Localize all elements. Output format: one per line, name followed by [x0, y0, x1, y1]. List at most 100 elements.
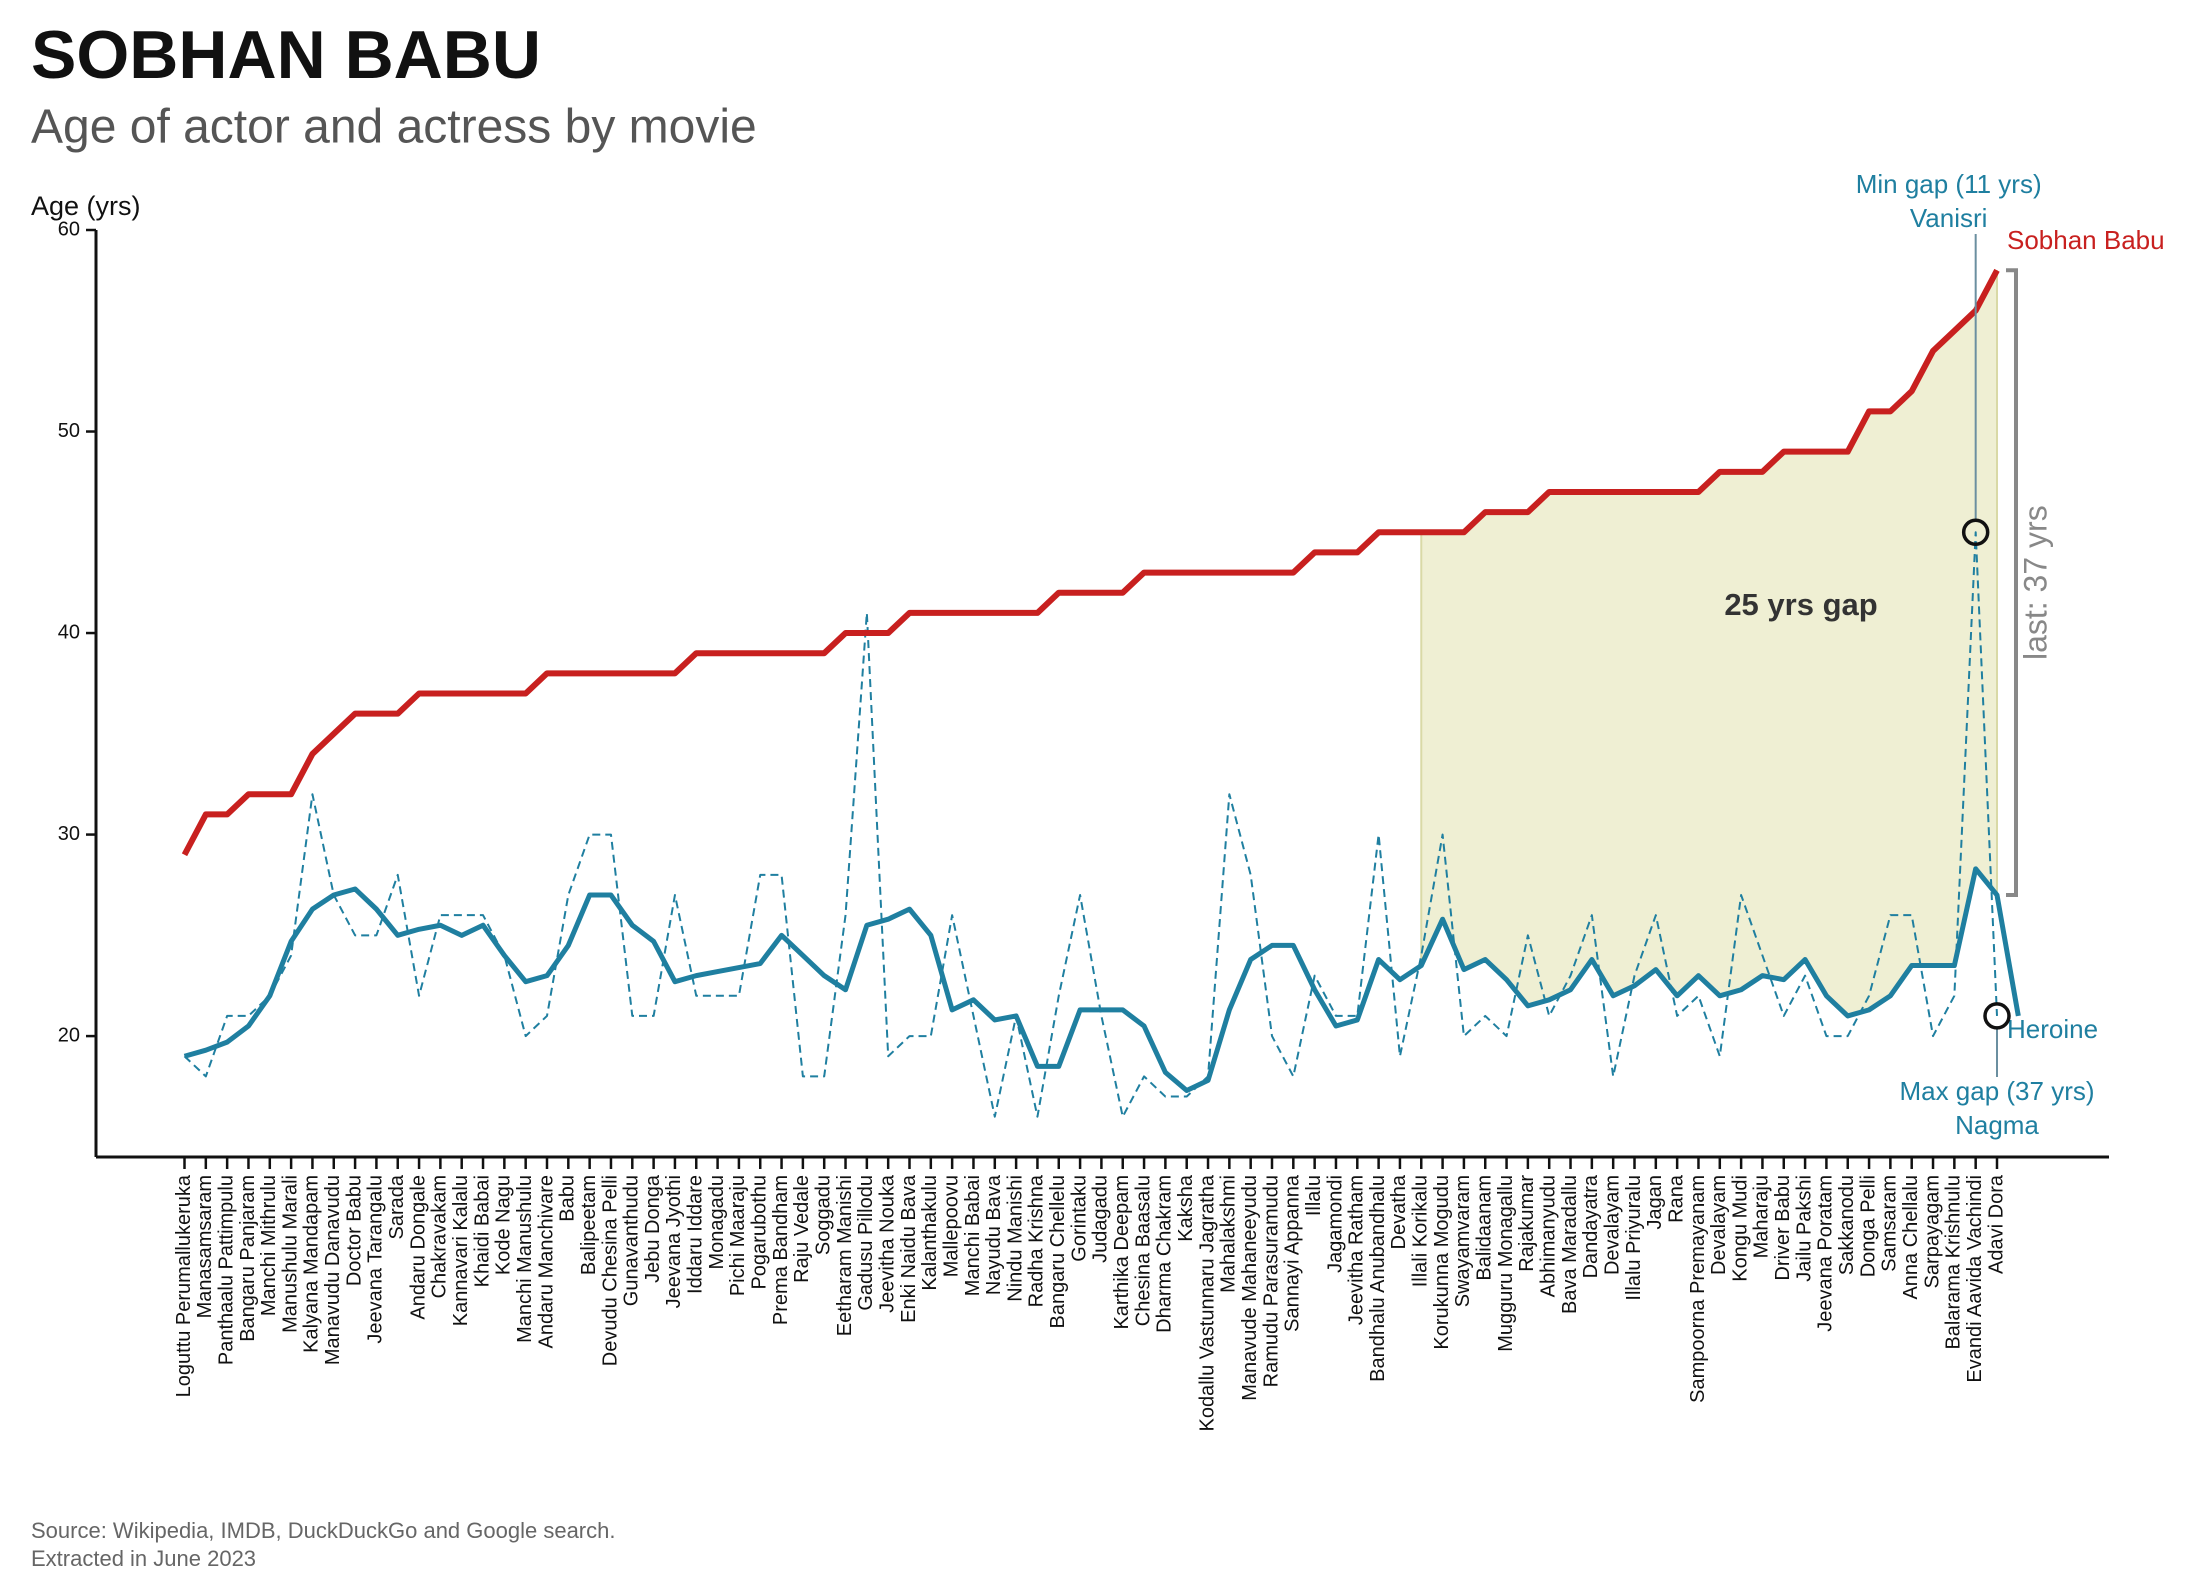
x-tick-label: Devatha — [1388, 1174, 1410, 1249]
x-tick-label: Kode Nagu — [493, 1175, 515, 1275]
x-tick-label: Kalanthakulu — [919, 1175, 941, 1291]
x-tick-label: Manavudu Danavudu — [322, 1175, 344, 1365]
x-tick-label: Bandhalu Anubandhalu — [1367, 1175, 1389, 1382]
x-tick-label: Pichi Maaraju — [727, 1175, 749, 1296]
x-tick-label: Abhimanyudu — [1537, 1175, 1559, 1297]
x-tick-label: Kalyana Mandapam — [301, 1175, 323, 1353]
x-tick-label: Ramudu Parasuramudu — [1260, 1175, 1282, 1387]
x-tick-label: Evandi Aavida Vachindi — [1964, 1175, 1986, 1383]
x-tick-label: Sannayi Appanna — [1282, 1174, 1304, 1332]
x-tick-label: Kannavari Kalalu — [450, 1175, 472, 1326]
x-tick-label: Andaru Manchivare — [535, 1175, 557, 1348]
x-tick-label: Chakravakam — [429, 1175, 451, 1298]
x-tick-label: Enki Naidu Bava — [898, 1174, 920, 1323]
x-tick-label: Anna Chellalu — [1900, 1175, 1922, 1300]
x-tick-label: Mallepoovu — [940, 1175, 962, 1277]
x-tick-label: Panthaalu Pattimpulu — [215, 1175, 237, 1365]
x-tick-label: Jeevitha Ratham — [1346, 1175, 1368, 1325]
x-tick-label: Jailu Pakshi — [1793, 1175, 1815, 1282]
x-tick-label: Soggadu — [812, 1175, 834, 1255]
x-tick-label: Jeevitha Nouka — [876, 1174, 898, 1313]
x-tick-label: Babu — [557, 1175, 579, 1222]
y-tick-label: 40 — [58, 621, 80, 643]
x-tick-label: Kaksha — [1175, 1174, 1197, 1242]
series-line — [181, 268, 2000, 857]
x-tick-label: Rajakumar — [1516, 1175, 1538, 1272]
x-tick-label: Prema Bandham — [770, 1175, 792, 1325]
y-tick-label: 30 — [58, 823, 80, 845]
x-tick-label: Illali Korikalu — [1410, 1175, 1432, 1287]
chart-subtitle: Age of actor and actress by movie — [31, 101, 757, 154]
x-tick-label: Manushulu Marali — [279, 1175, 301, 1333]
x-tick-label: Illalu — [1303, 1175, 1325, 1216]
x-tick-label: Maharaju — [1751, 1175, 1773, 1258]
x-tick-label: Karthika Deepam — [1111, 1175, 1133, 1330]
x-tick-label: Manchi Manushulu — [514, 1175, 536, 1343]
x-tick-label: Gadusu Pillodu — [855, 1175, 877, 1311]
x-tick-label: Jagamondi — [1324, 1175, 1346, 1273]
y-tick-label: 20 — [58, 1024, 80, 1046]
x-tick-label: Sampoorna Premayanam — [1687, 1175, 1709, 1403]
annotation-label: Nagma — [1955, 1110, 2039, 1140]
source-note: Source: Wikipedia, IMDB, DuckDuckGo and … — [31, 1518, 615, 1543]
x-tick-label: Mahalakshmi — [1218, 1175, 1240, 1293]
min-gap-marker — [1961, 518, 1990, 547]
x-tick-label: Kodallu Vastunnaru Jagratha — [1196, 1174, 1218, 1431]
x-tick-label: Manchi Mithrulu — [258, 1175, 280, 1316]
x-tick-label: Devalayam — [1601, 1175, 1623, 1275]
x-tick-label: Sakkanodu — [1836, 1175, 1858, 1275]
x-tick-label: Gorintaku — [1068, 1175, 1090, 1262]
series-label: Heroine — [2007, 1014, 2098, 1044]
x-tick-label: Chesina Baasalu — [1132, 1175, 1154, 1326]
x-tick-label: Monagadu — [706, 1175, 728, 1270]
source-note: Extracted in June 2023 — [31, 1546, 256, 1571]
max-gap-marker — [1983, 1002, 2011, 1030]
series-line — [183, 866, 2021, 1093]
x-tick-label: Khaidi Babai — [471, 1175, 493, 1287]
x-tick-label: Rana — [1665, 1174, 1687, 1223]
x-tick-label: Sarada — [386, 1174, 408, 1239]
gap-label: 25 yrs gap — [1724, 587, 1877, 622]
x-tick-label: Jeevana Tarangalu — [365, 1175, 387, 1344]
x-tick-label: Driver Babu — [1772, 1175, 1794, 1281]
x-tick-label: Dharma Chakram — [1154, 1175, 1176, 1333]
x-tick-label: Adavi Dora — [1985, 1174, 2007, 1274]
x-tick-label: Balipeetam — [578, 1175, 600, 1275]
x-tick-label: Doctor Babu — [343, 1175, 365, 1286]
x-tick-label: Bangaru Panjaram — [237, 1175, 259, 1342]
x-tick-label: Iddaru Iddare — [685, 1175, 707, 1294]
x-tick-label: Gunavanthudu — [621, 1175, 643, 1306]
x-tick-label: Jagan — [1644, 1175, 1666, 1230]
x-tick-label: Balarama Krishnulu — [1943, 1175, 1965, 1350]
x-tick-label: Devudu Chesina Pelli — [599, 1175, 621, 1366]
x-tick-label: Loguttu Perumallukeruka — [173, 1174, 195, 1397]
annotation-label: Min gap (11 yrs) — [1856, 169, 2042, 199]
x-tick-label: Nindu Manishi — [1004, 1175, 1026, 1302]
x-tick-label: Devalayam — [1708, 1175, 1730, 1275]
x-tick-label: Nayudu Bava — [983, 1174, 1005, 1295]
x-tick-label: Kongu Mudi — [1729, 1175, 1751, 1282]
x-tick-label: Jeevana Poratam — [1815, 1175, 1837, 1332]
x-tick-label: Radha Krishna — [1026, 1174, 1048, 1307]
x-tick-label: Bava Maradallu — [1559, 1175, 1581, 1314]
last-gap-bracket — [2006, 268, 2018, 898]
x-tick-label: Eetharam Manishi — [834, 1175, 856, 1336]
x-tick-label: Andaru Dongale — [407, 1175, 429, 1320]
x-tick-label: Judagadu — [1090, 1175, 1112, 1263]
x-tick-label: Swayamvaram — [1452, 1175, 1474, 1307]
annotation-label: Max gap (37 yrs) — [1899, 1076, 2094, 1106]
y-tick-label: 50 — [58, 420, 80, 442]
x-tick-label: Mugguru Monagallu — [1495, 1175, 1517, 1352]
x-tick-label: Raju Vedale — [791, 1175, 813, 1283]
x-tick-label: Jebu Donga — [642, 1174, 664, 1283]
x-tick-label: Pogarubothu — [749, 1175, 771, 1290]
x-tick-label: Balidaanam — [1474, 1175, 1496, 1281]
y-axis-label: Age (yrs) — [31, 191, 141, 221]
x-tick-label: Samsaram — [1879, 1175, 1901, 1272]
x-tick-label: Bangaru Chellelu — [1047, 1175, 1069, 1328]
x-tick-label: Donga Pelli — [1857, 1175, 1879, 1277]
x-tick-label: Dandayatra — [1580, 1174, 1602, 1278]
last-gap-label: last: 37 yrs — [2017, 505, 2053, 660]
gap-area — [1420, 269, 1998, 1018]
